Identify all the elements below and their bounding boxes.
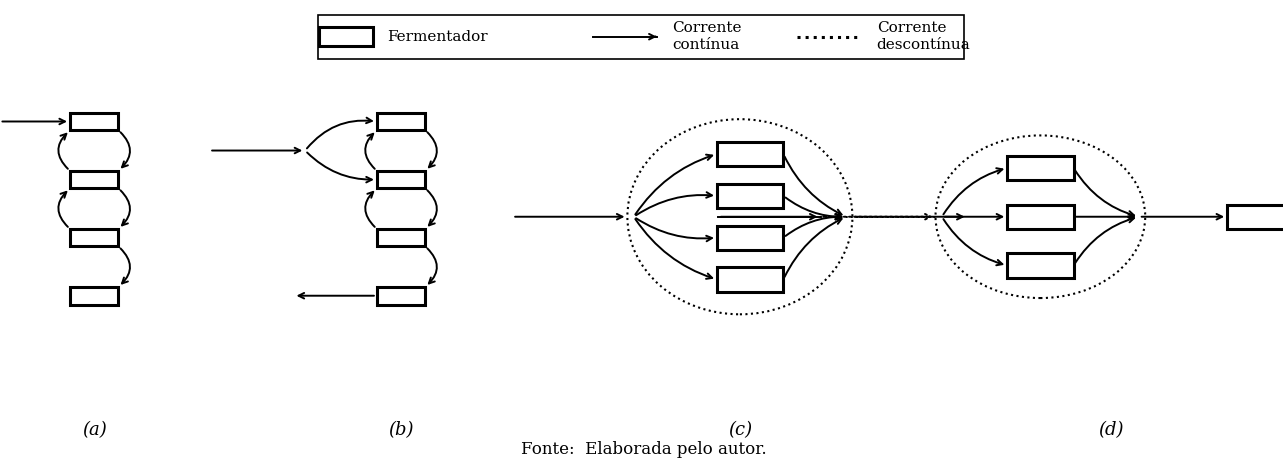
Bar — [376, 171, 425, 188]
Bar — [376, 229, 425, 247]
Bar — [69, 113, 118, 130]
Bar — [320, 27, 372, 47]
Text: (c): (c) — [728, 421, 752, 439]
Bar — [716, 184, 783, 208]
Bar — [1228, 205, 1284, 229]
Text: Corrente
contínua: Corrente contínua — [672, 21, 742, 52]
Bar — [1007, 254, 1073, 278]
Ellipse shape — [628, 119, 853, 314]
Bar — [69, 229, 118, 247]
Bar — [716, 226, 783, 250]
Text: Fonte:  Elaborada pelo autor.: Fonte: Elaborada pelo autor. — [521, 441, 767, 459]
Text: Fermentador: Fermentador — [386, 30, 488, 44]
Text: (a): (a) — [82, 421, 107, 439]
Text: (b): (b) — [388, 421, 413, 439]
Bar — [1007, 205, 1073, 229]
Bar — [716, 267, 783, 292]
Bar — [69, 171, 118, 188]
Bar — [376, 287, 425, 305]
Bar — [376, 113, 425, 130]
Bar — [716, 142, 783, 166]
Text: Corrente
descontínua: Corrente descontínua — [877, 21, 971, 52]
Ellipse shape — [936, 136, 1145, 298]
Text: (d): (d) — [1098, 421, 1124, 439]
Bar — [1007, 156, 1073, 180]
Bar — [318, 14, 964, 59]
Bar — [69, 287, 118, 305]
